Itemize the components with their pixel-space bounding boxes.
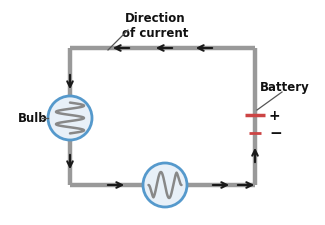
Text: Direction
of current: Direction of current [122, 12, 188, 40]
Text: −: − [269, 126, 282, 142]
Circle shape [143, 163, 187, 207]
Circle shape [48, 96, 92, 140]
Text: +: + [269, 109, 280, 123]
Text: Battery: Battery [260, 81, 310, 94]
Text: Bulb: Bulb [18, 112, 48, 124]
